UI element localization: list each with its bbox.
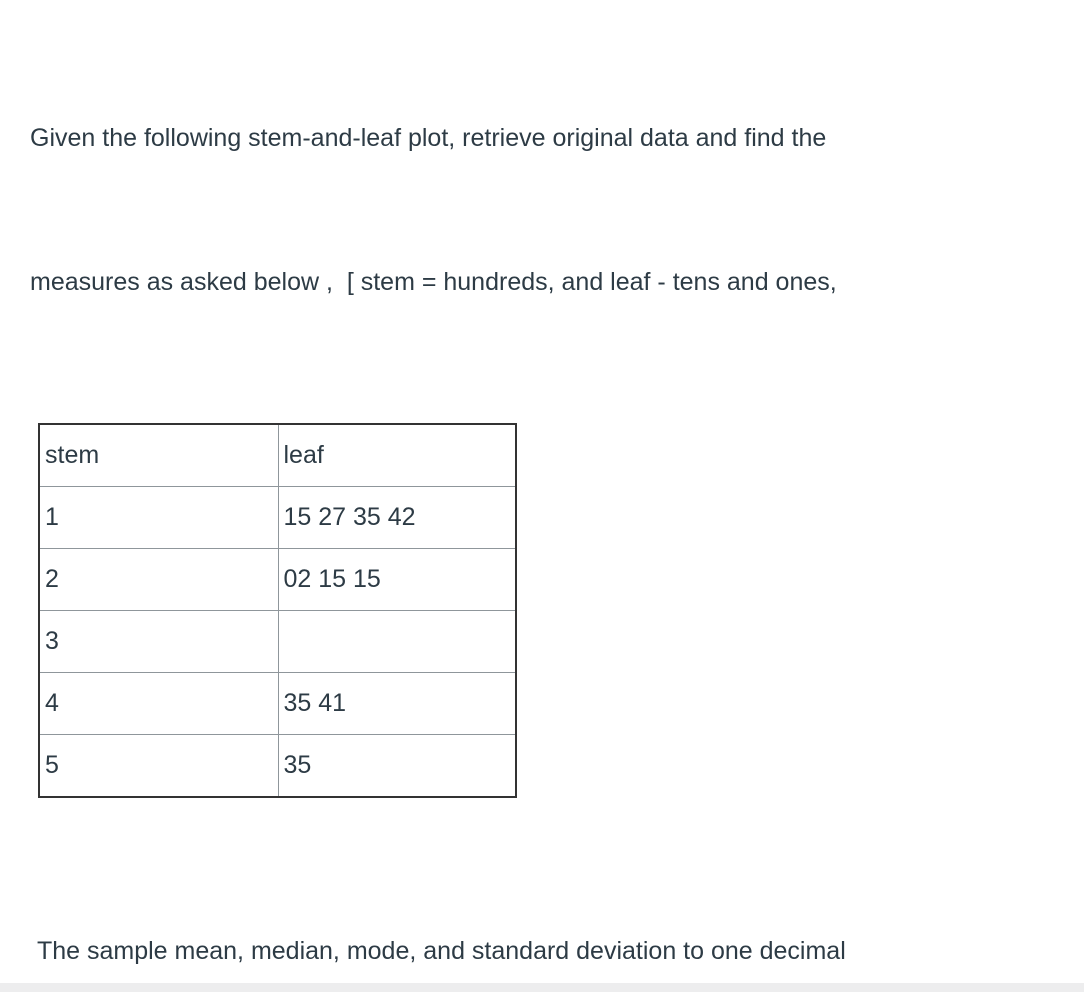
leaf-cell: 35 41 [277,672,517,735]
stem-cell: 5 [38,734,279,798]
leaf-cell: 35 [277,734,517,798]
table-row: 4 35 41 [38,672,517,735]
table-row: 2 02 15 15 [38,548,517,611]
leaf-cell: 15 27 35 42 [277,486,517,549]
stem-cell: 3 [38,610,279,673]
stem-and-leaf-table: stem leaf 1 15 27 35 42 2 02 15 15 3 4 3… [38,423,517,798]
table-row: 1 15 27 35 42 [38,486,517,549]
question-prompt: The sample mean, median, mode, and stand… [0,798,1084,992]
leaf-cell [277,610,517,673]
stem-cell: 4 [38,672,279,735]
stem-cell: 2 [38,548,279,611]
stem-column-header: stem [38,423,279,487]
bottom-edge-strip [0,983,1084,992]
question-text-line-1: Given the following stem-and-leaf plot, … [30,124,827,152]
table-row: 3 [38,610,517,673]
table-header-row: stem leaf [38,423,517,487]
leaf-cell: 02 15 15 [277,548,517,611]
stem-cell: 1 [38,486,279,549]
question-prompt-line-1: The sample mean, median, mode, and stand… [30,937,846,965]
question-text: Given the following stem-and-leaf plot, … [0,0,1084,402]
leaf-column-header: leaf [277,423,517,487]
table-row: 5 35 [38,734,517,798]
question-text-line-2: measures as asked below , [ stem = hundr… [30,268,837,296]
